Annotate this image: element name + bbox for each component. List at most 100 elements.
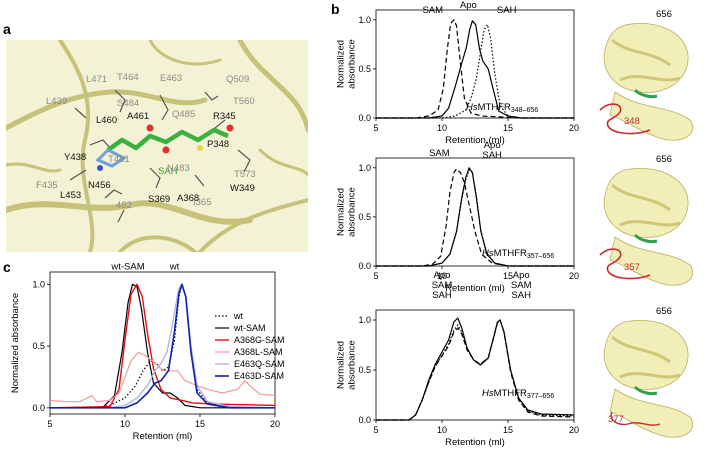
y-tick-label: 0.5: [358, 64, 371, 74]
y-tick-label: 0.0: [358, 261, 371, 271]
x-tick-label: 10: [437, 123, 447, 133]
series-line: [49, 351, 276, 403]
y-tick-label: 1.0: [358, 163, 371, 173]
construct-label: HsMTHFR377–656: [482, 388, 554, 400]
x-tick-label: 5: [373, 123, 378, 133]
annotation-label: wt: [169, 262, 180, 273]
annotation-label: SAM: [511, 280, 532, 291]
y-tick-label: 0.5: [32, 341, 45, 351]
x-axis-label: Retention (ml): [445, 135, 505, 146]
x-tick-label: 10: [120, 419, 130, 429]
residue-label: L471: [86, 74, 107, 85]
annotation-label: SAH: [497, 5, 517, 16]
residue-label: N483: [167, 163, 190, 174]
series-line: [376, 167, 574, 267]
series-line: [376, 319, 575, 421]
chart-b1: 5 10 15 20 0.0 0.5 1.0 Retention (ml) Normalized…: [336, 0, 580, 146]
panel-label-a: a: [3, 21, 11, 37]
series-line: [376, 24, 574, 119]
annotation-label: Apo: [484, 140, 501, 151]
series-line: [376, 20, 574, 119]
series-line: [50, 283, 275, 409]
series-line: [50, 283, 276, 409]
legend-label: wt-SAM: [233, 323, 266, 333]
x-tick-label: 10: [437, 425, 447, 435]
annotation-label: SAH: [482, 150, 502, 161]
x-tick-label: 15: [503, 425, 513, 435]
x-tick-label: 5: [47, 419, 52, 429]
residue-label: T481: [108, 154, 130, 165]
chart-c: 5 10 15 20 0.0 0.5 1.0 Retention (ml) Normalized…: [10, 262, 285, 442]
legend-label: E463Q-SAM: [234, 359, 285, 369]
x-tick-label: 20: [270, 419, 280, 429]
y-tick-label: 0.0: [358, 113, 371, 123]
residue-labels: L460 A461 R345 P348 Y438 W349 N456 L453 S369 A368…: [36, 72, 256, 211]
series-line: [50, 283, 275, 409]
plot-frame: [49, 271, 276, 415]
residue-label: E463: [160, 73, 182, 84]
x-tick-label: 20: [569, 425, 579, 435]
model-top-residue: 656: [656, 306, 672, 317]
y-tick-label: 0.0: [358, 415, 371, 425]
residue-label: I365: [193, 197, 212, 208]
y-axis-label: absorbance: [347, 187, 358, 237]
x-tick-label: 20: [569, 123, 579, 133]
x-tick-label: 20: [569, 271, 579, 281]
series-line: [376, 169, 574, 267]
annotation-label: SAM: [432, 280, 453, 291]
annotation-label: SAM: [422, 5, 443, 16]
y-tick-label: 1.0: [32, 279, 45, 289]
model-start-residue: 377: [608, 414, 624, 425]
annotation-label: Apo: [434, 270, 451, 281]
residue-label: F435: [36, 180, 58, 191]
x-tick-label: 5: [373, 425, 378, 435]
residue-label: T464: [117, 72, 139, 83]
model-top-residue: 656: [656, 154, 672, 165]
series-line: [376, 19, 574, 119]
residue-label: P348: [207, 139, 229, 150]
construct-label: HsMTHFR357–656: [482, 248, 554, 260]
x-tick-label: 15: [503, 271, 513, 281]
x-axis-label: Retention (ml): [445, 437, 505, 448]
y-tick-label: 1.0: [358, 315, 371, 325]
panel-label-b: b: [331, 1, 340, 17]
residue-label: Y438: [64, 152, 86, 163]
structure-view: SAH L460 A461 R345 P348 Y438 W349 N456 L453 S369…: [6, 40, 308, 252]
legend-label: A368G-SAM: [234, 335, 285, 345]
panel-label-c: c: [3, 259, 11, 275]
y-tick-label: 0.5: [358, 365, 371, 375]
residue-label: L460: [96, 115, 117, 126]
annotation-label: SAH: [511, 290, 531, 301]
x-axis-label: Retention (ml): [133, 431, 193, 442]
residue-label: T573: [234, 169, 256, 180]
series-line: [376, 317, 575, 421]
ligand-label: SAH: [158, 166, 178, 177]
residue-label: N456: [88, 180, 111, 191]
model-start-residue: 348: [624, 116, 640, 127]
annotation-label: Apo: [513, 270, 530, 281]
residue-label: S369: [148, 194, 170, 205]
protein-model-377: 656 377: [603, 306, 693, 438]
y-tick-label: 0.5: [358, 212, 371, 222]
chart-b2: 5 10 15 20 0.0 0.5 1.0 Retention (ml) Normalized…: [336, 140, 580, 294]
legend-label: E463D-SAM: [234, 371, 284, 381]
chart-b3: 5 10 15 20 0.0 0.5 1.0 Retention (ml) Normalized…: [336, 270, 580, 448]
y-tick-label: 0.0: [32, 403, 45, 413]
annotation-label: Apo: [460, 0, 477, 11]
plot-frame: [375, 157, 575, 267]
y-axis-label: absorbance: [347, 340, 358, 390]
x-axis-label: Retention (ml): [445, 283, 505, 294]
residue-label: L439: [46, 96, 67, 107]
ribbon-strands: [6, 40, 308, 252]
ligand-sah: [95, 124, 234, 171]
construct-label: HsMTHFR348–656: [466, 102, 538, 114]
residue-label: W349: [230, 183, 255, 194]
annotation-label: wt-SAM: [110, 262, 144, 273]
series-line: [49, 283, 276, 409]
x-tick-label: 15: [195, 419, 205, 429]
residue-label: 482: [116, 200, 132, 211]
series-line: [376, 319, 575, 421]
annotation-label: SAH: [432, 290, 452, 301]
y-axis-label: Normalized: [336, 188, 347, 236]
